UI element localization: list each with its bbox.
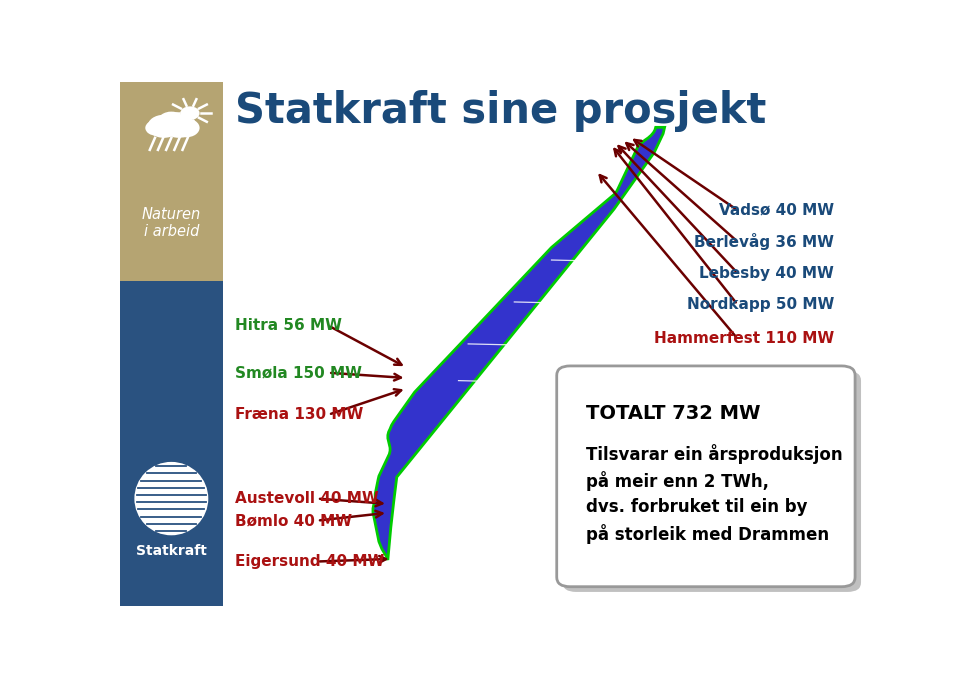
Bar (120, 82, 223, 281)
Text: Eigersund 40 MW: Eigersund 40 MW (235, 554, 385, 569)
Text: Tilsvarar ein årsproduksjon
på meir enn 2 TWh,
dvs. forbruket til ein by
på stor: Tilsvarar ein årsproduksjon på meir enn … (587, 443, 843, 545)
Text: Statkraft sine prosjekt: Statkraft sine prosjekt (235, 90, 767, 131)
Text: Nordkapp 50 MW: Nordkapp 50 MW (686, 297, 834, 312)
Text: Berlevåg 36 MW: Berlevåg 36 MW (694, 233, 834, 250)
Circle shape (173, 118, 200, 138)
Circle shape (158, 112, 184, 131)
Text: Lebesby 40 MW: Lebesby 40 MW (700, 266, 834, 281)
Text: Naturen
i arbeid: Naturen i arbeid (142, 207, 201, 240)
Text: TOTALT 732 MW: TOTALT 732 MW (587, 405, 761, 423)
Polygon shape (372, 127, 664, 560)
FancyBboxPatch shape (563, 371, 861, 592)
Text: Hammerfest 110 MW: Hammerfest 110 MW (654, 331, 834, 346)
Text: Vadsø 40 MW: Vadsø 40 MW (719, 203, 834, 218)
Text: Statkraft: Statkraft (136, 544, 206, 558)
Circle shape (180, 106, 200, 120)
Ellipse shape (134, 462, 208, 535)
Text: Smøla 150 MW: Smøla 150 MW (235, 365, 362, 380)
Text: Bømlo 40 MW: Bømlo 40 MW (235, 513, 352, 528)
Circle shape (148, 115, 180, 138)
Text: Fræna 130 MW: Fræna 130 MW (235, 407, 364, 422)
Bar (120, 281, 223, 606)
Text: Hitra 56 MW: Hitra 56 MW (235, 318, 343, 333)
Circle shape (162, 115, 195, 138)
Circle shape (145, 120, 168, 136)
Text: Austevoll 40 MW: Austevoll 40 MW (235, 491, 379, 506)
FancyBboxPatch shape (557, 366, 855, 587)
